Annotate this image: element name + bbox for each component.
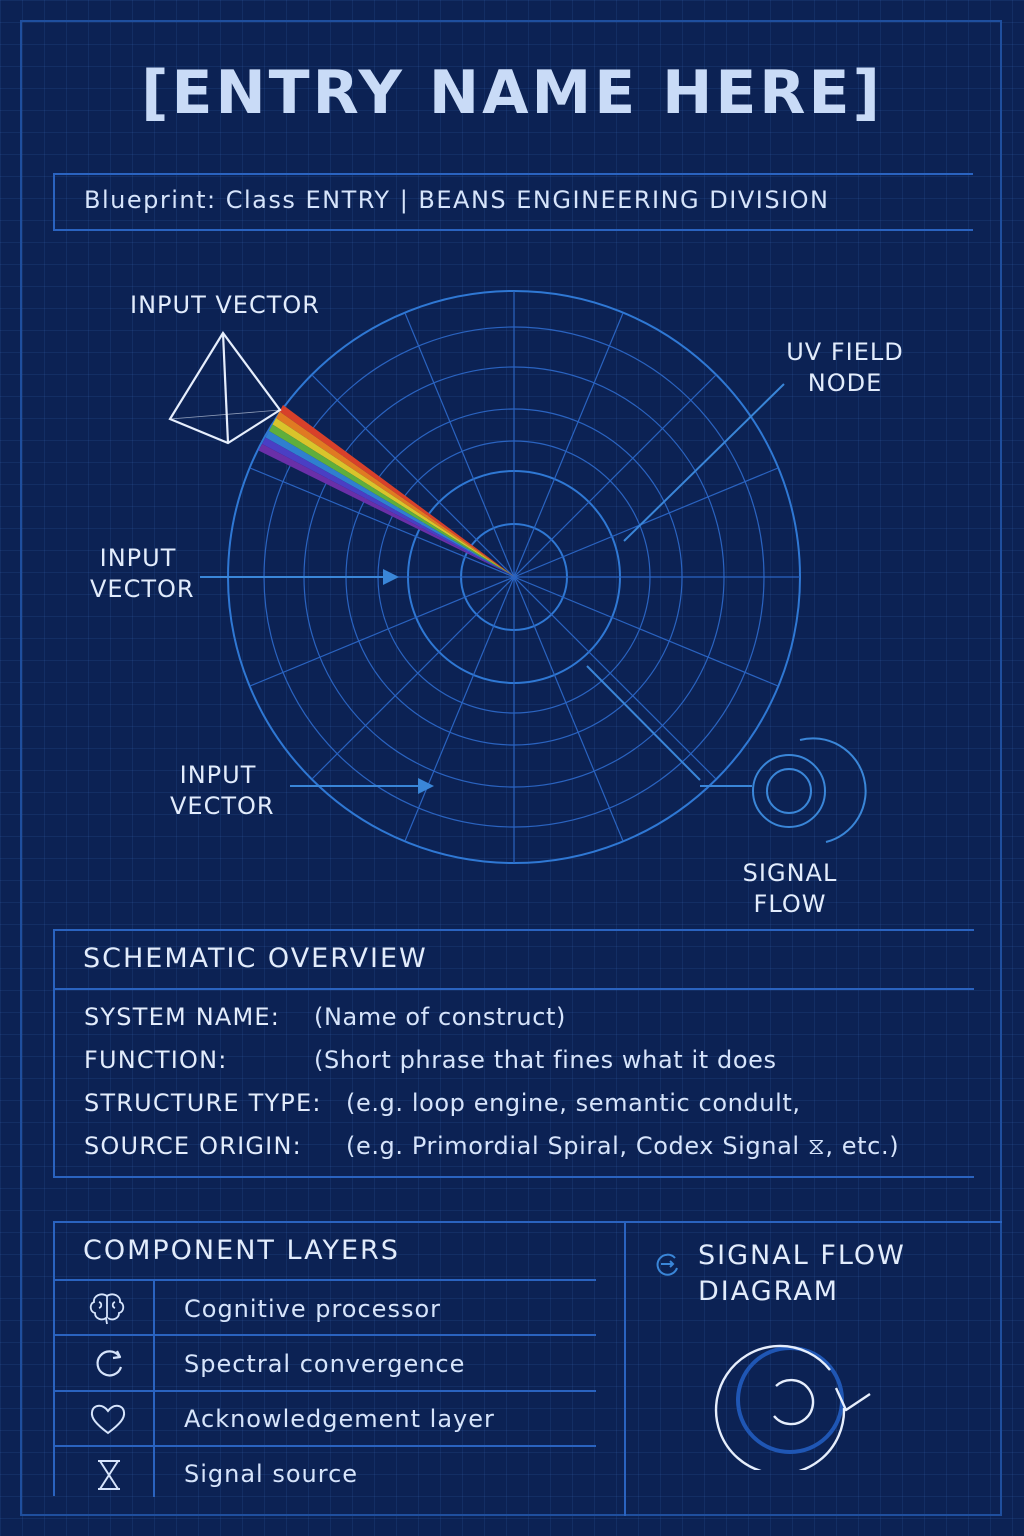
label-input-vector-left: INPUT VECTOR	[90, 543, 195, 605]
divider	[53, 988, 974, 990]
label-line: UV FIELD	[786, 338, 904, 366]
schematic-overview-panel	[53, 929, 974, 1178]
spectrum-band	[272, 418, 515, 577]
label-line: VECTOR	[90, 575, 195, 603]
label-line: FLOW	[753, 890, 827, 918]
label-line: VECTOR	[170, 792, 275, 820]
label-uv-field-node: UV FIELD NODE	[785, 337, 905, 399]
structure-type-key: STRUCTURE TYPE:	[84, 1089, 322, 1117]
signal-flow-title: SIGNAL FLOW DIAGRAM	[698, 1238, 906, 1310]
spectrum-band	[265, 431, 515, 577]
system-name-value: (Name of construct)	[314, 1003, 567, 1031]
label-line: NODE	[807, 369, 883, 397]
component-layers-panel	[53, 1221, 625, 1496]
spectrum-band	[262, 437, 515, 577]
component-label-signal-source: Signal source	[184, 1460, 359, 1488]
divider	[53, 1390, 596, 1392]
hourglass-icon	[98, 1460, 120, 1490]
signal-flow-panel	[624, 1221, 1002, 1516]
component-label-cognitive: Cognitive processor	[184, 1295, 442, 1323]
spectrum-band	[279, 405, 515, 577]
label-signal-flow: SIGNAL FLOW	[738, 858, 842, 920]
page-title: [ENTRY NAME HERE]	[141, 58, 883, 128]
signal-flow-node	[752, 737, 867, 843]
component-label-acknowledgement: Acknowledgement layer	[184, 1405, 495, 1433]
outer-frame	[20, 20, 1002, 1516]
divider	[53, 1279, 596, 1281]
spectrum-band	[269, 424, 515, 577]
spectrum-beam	[258, 405, 515, 577]
function-value: (Short phrase that fines what it does	[314, 1046, 777, 1074]
label-line: INPUT	[99, 544, 177, 572]
title-line: SIGNAL FLOW	[698, 1240, 906, 1271]
divider	[53, 1334, 596, 1336]
component-layers-title: COMPONENT LAYERS	[83, 1235, 400, 1266]
label-line: SIGNAL	[742, 859, 838, 887]
structure-type-value: (e.g. loop engine, semantic condult,	[346, 1089, 801, 1117]
spectrum-band	[258, 444, 515, 577]
brain-icon	[89, 1293, 125, 1325]
prism-icon	[168, 331, 282, 445]
heart-icon	[90, 1404, 126, 1435]
system-name-key: SYSTEM NAME:	[84, 1003, 281, 1031]
component-label-spectral: Spectral convergence	[184, 1350, 466, 1378]
small-loop-icon	[656, 1253, 678, 1276]
title-line: DIAGRAM	[698, 1276, 840, 1307]
loop-arrow-icon	[714, 1344, 871, 1470]
label-line: INPUT	[179, 761, 257, 789]
subtitle-bar	[53, 173, 973, 231]
column-divider	[153, 1279, 155, 1497]
subtitle: Blueprint: Class ENTRY | BEANS ENGINEERI…	[84, 186, 830, 214]
divider	[53, 1445, 596, 1447]
source-origin-value: (e.g. Primordial Spiral, Codex Signal ⧖,…	[346, 1132, 900, 1160]
source-origin-key: SOURCE ORIGIN:	[84, 1132, 302, 1160]
label-input-vector-top: INPUT VECTOR	[130, 291, 320, 319]
function-key: FUNCTION:	[84, 1046, 228, 1074]
pointer-lines	[200, 383, 785, 794]
refresh-icon	[96, 1350, 123, 1377]
label-input-vector-bottom: INPUT VECTOR	[170, 760, 275, 822]
schematic-overview-title: SCHEMATIC OVERVIEW	[83, 943, 428, 974]
spectrum-band	[276, 411, 515, 577]
